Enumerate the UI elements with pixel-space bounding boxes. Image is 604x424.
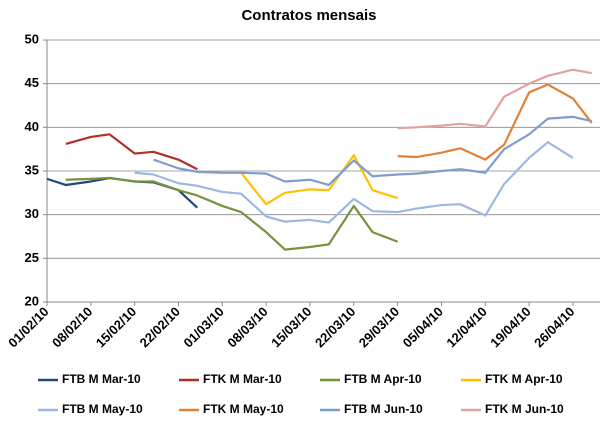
x-tick-label: 22/02/10 bbox=[137, 304, 183, 350]
x-tick-label: 19/04/10 bbox=[487, 304, 533, 350]
x-tick-label: 08/03/10 bbox=[224, 304, 270, 350]
x-tick-label: 29/03/10 bbox=[356, 304, 402, 350]
x-tick-label: 12/04/10 bbox=[443, 304, 489, 350]
series-line bbox=[65, 133, 198, 171]
x-tick-label: 08/02/10 bbox=[49, 304, 95, 350]
x-tick-label: 26/04/10 bbox=[531, 304, 577, 350]
series-line bbox=[397, 68, 592, 130]
legend-label: FTK M Mar-10 bbox=[203, 372, 282, 386]
series-line bbox=[240, 154, 398, 206]
legend-label: FTK M May-10 bbox=[203, 402, 284, 416]
legend-label: FTB M Jun-10 bbox=[344, 402, 423, 416]
y-tick-label: 50 bbox=[25, 31, 39, 46]
y-tick-label: 45 bbox=[25, 75, 39, 90]
legend-label: FTB M Mar-10 bbox=[62, 372, 141, 386]
x-tick-label: 05/04/10 bbox=[400, 304, 446, 350]
chart-title: Contratos mensais bbox=[241, 7, 376, 24]
legend-label: FTB M May-10 bbox=[62, 402, 143, 416]
legend-label: FTK M Apr-10 bbox=[485, 372, 563, 386]
x-tick-label: 15/03/10 bbox=[268, 304, 314, 350]
y-tick-label: 35 bbox=[25, 162, 39, 177]
x-tick-label: 15/02/10 bbox=[93, 304, 139, 350]
series-line bbox=[397, 83, 593, 161]
series-line bbox=[153, 115, 592, 187]
y-tick-label: 40 bbox=[25, 119, 39, 134]
x-tick-label: 01/02/10 bbox=[5, 304, 51, 350]
x-tick-label: 22/03/10 bbox=[312, 304, 358, 350]
y-tick-label: 20 bbox=[25, 293, 39, 308]
legend-label: FTK M Jun-10 bbox=[485, 402, 564, 416]
x-tick-label: 01/03/10 bbox=[180, 304, 226, 350]
y-tick-label: 30 bbox=[25, 206, 39, 221]
y-tick-label: 25 bbox=[25, 250, 39, 265]
legend-label: FTB M Apr-10 bbox=[344, 372, 422, 386]
series-line bbox=[134, 141, 574, 224]
series-line bbox=[65, 176, 399, 251]
